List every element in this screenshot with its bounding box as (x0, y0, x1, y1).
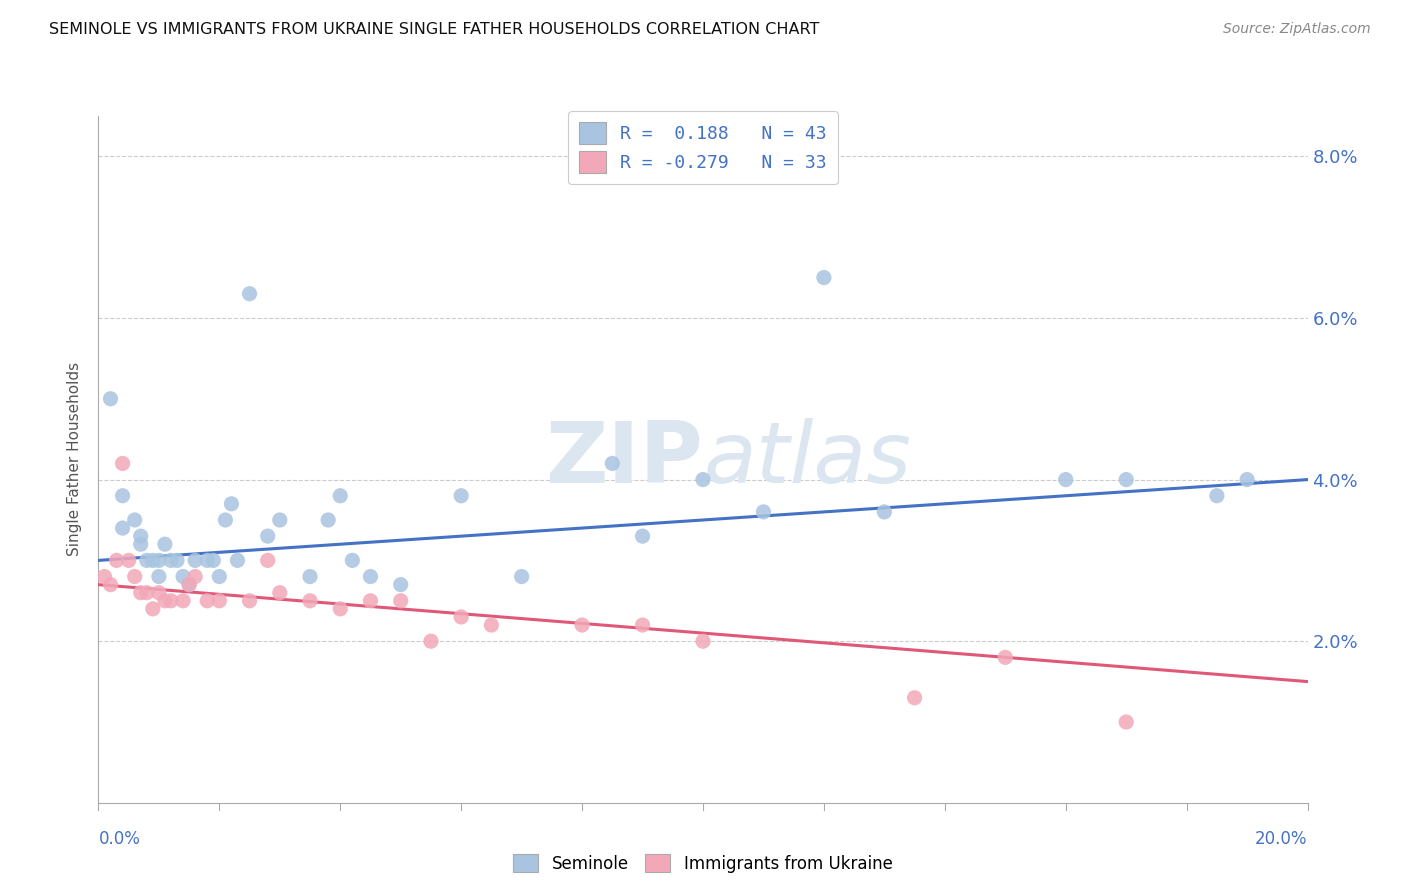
Point (239, 594, 262, 608)
Point (389, 577, 412, 591)
Text: 20.0%: 20.0% (1256, 830, 1308, 848)
Point (148, 585, 170, 599)
Point (172, 594, 194, 608)
Point (450, 610, 472, 624)
Point (124, 513, 146, 527)
Point (100, 392, 122, 406)
Point (100, 577, 122, 591)
Point (142, 553, 165, 567)
Point (111, 521, 134, 535)
Point (239, 286, 262, 301)
Point (124, 569, 146, 583)
Point (299, 594, 322, 608)
Point (994, 650, 1017, 665)
Text: Source: ZipAtlas.com: Source: ZipAtlas.com (1223, 22, 1371, 37)
Point (389, 594, 412, 608)
Point (329, 602, 352, 616)
Point (1115, 473, 1137, 487)
Point (166, 553, 188, 567)
Point (269, 513, 291, 527)
Point (160, 553, 183, 567)
Point (510, 569, 533, 583)
Point (631, 529, 654, 543)
Point (172, 569, 194, 583)
Y-axis label: Single Father Households: Single Father Households (67, 362, 83, 557)
Point (184, 553, 207, 567)
Point (135, 585, 157, 599)
Point (813, 270, 835, 285)
Point (148, 553, 170, 567)
Point (142, 602, 165, 616)
Point (571, 618, 593, 632)
Point (316, 513, 339, 527)
Point (602, 457, 624, 471)
Point (195, 553, 218, 567)
Text: ZIP: ZIP (546, 417, 703, 501)
Point (129, 529, 152, 543)
Point (226, 553, 249, 567)
Point (1054, 473, 1077, 487)
Point (256, 553, 278, 567)
Point (256, 529, 278, 543)
Point (208, 594, 231, 608)
Point (184, 569, 207, 583)
Point (111, 489, 134, 503)
Point (752, 505, 775, 519)
Point (360, 594, 382, 608)
Point (129, 585, 152, 599)
Point (360, 569, 382, 583)
Point (118, 553, 141, 567)
Point (904, 690, 927, 705)
Text: 0.0%: 0.0% (98, 830, 141, 848)
Point (160, 594, 183, 608)
Point (1115, 714, 1137, 729)
Point (631, 618, 654, 632)
Point (93, 569, 115, 583)
Point (214, 513, 236, 527)
Point (481, 618, 503, 632)
Point (329, 489, 352, 503)
Point (342, 553, 364, 567)
Point (148, 569, 170, 583)
Point (221, 497, 243, 511)
Point (1206, 489, 1229, 503)
Point (195, 594, 218, 608)
Legend: R =  0.188   N = 43, R = -0.279   N = 33: R = 0.188 N = 43, R = -0.279 N = 33 (568, 112, 838, 184)
Point (450, 489, 472, 503)
Point (420, 634, 443, 648)
Text: atlas: atlas (703, 417, 911, 501)
Point (692, 473, 714, 487)
Point (153, 594, 176, 608)
Text: SEMINOLE VS IMMIGRANTS FROM UKRAINE SINGLE FATHER HOUSEHOLDS CORRELATION CHART: SEMINOLE VS IMMIGRANTS FROM UKRAINE SING… (49, 22, 820, 37)
Point (208, 569, 231, 583)
Point (135, 553, 157, 567)
Point (153, 537, 176, 551)
Point (299, 569, 322, 583)
Point (202, 553, 225, 567)
Point (129, 537, 152, 551)
Point (692, 634, 714, 648)
Legend: Seminole, Immigrants from Ukraine: Seminole, Immigrants from Ukraine (506, 847, 900, 880)
Point (179, 577, 201, 591)
Point (873, 505, 896, 519)
Point (269, 585, 291, 599)
Point (1236, 473, 1258, 487)
Point (179, 577, 201, 591)
Point (111, 457, 134, 471)
Point (105, 553, 128, 567)
